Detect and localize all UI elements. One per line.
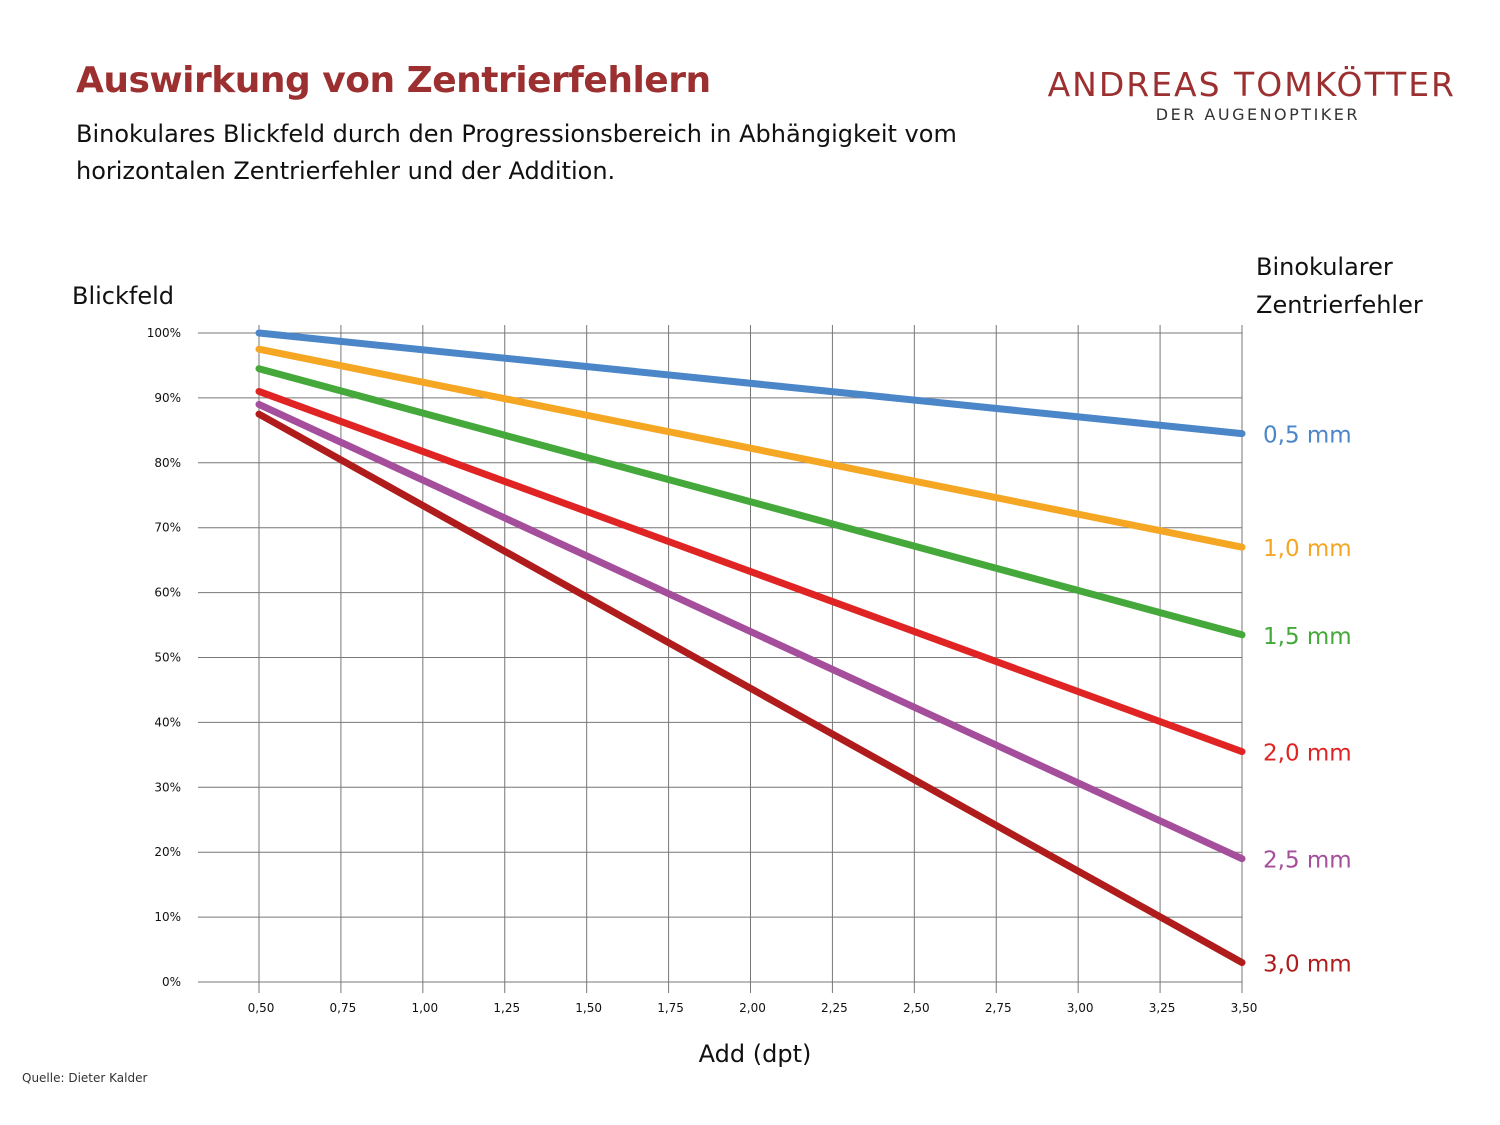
x-tick-label: 2,25: [821, 1001, 848, 1015]
series-lines: [255, 329, 1246, 967]
x-tick-label: 3,00: [1067, 1001, 1094, 1015]
x-tick-label: 3,25: [1149, 1001, 1176, 1015]
x-tick-label: 2,50: [903, 1001, 930, 1015]
series-line: [255, 365, 1246, 639]
legend-label: 2,5 mm: [1263, 848, 1352, 874]
legend-title-line-1: Binokularer: [1256, 248, 1423, 286]
series-line: [255, 410, 1246, 967]
series-line: [255, 329, 1246, 438]
x-tick-label: 1,25: [493, 1001, 520, 1015]
y-tick-labels: 0% 10% 20% 30% 40% 50% 60% 70% 80% 90% 100%: [147, 326, 181, 989]
x-tick-label: 1,75: [657, 1001, 684, 1015]
x-tick-label: 0,50: [248, 1001, 275, 1015]
y-tick-label: 100%: [147, 326, 181, 340]
y-tick-label: 0%: [162, 975, 181, 989]
x-axis-title: Add (dpt): [699, 1040, 812, 1068]
chart-title: Auswirkung von Zentrierfehlern: [76, 60, 711, 101]
chart-subtitle: Binokulares Blickfeld durch den Progress…: [76, 120, 957, 185]
y-tick-label: 30%: [154, 780, 181, 794]
y-tick-label: 90%: [154, 391, 181, 405]
y-tick-label: 60%: [154, 586, 181, 600]
y-tick-label: 70%: [154, 521, 181, 535]
legend: 0,5 mm 1,0 mm 1,5 mm 2,0 mm 2,5 mm 3,0 mm: [1263, 423, 1352, 978]
x-tick-label: 3,50: [1231, 1001, 1258, 1015]
brand-tagline: DER AUGENOPTIKER: [1155, 105, 1360, 124]
series-line: [255, 400, 1246, 863]
series-line: [255, 387, 1246, 756]
y-tick-label: 10%: [154, 910, 181, 924]
y-axis-title: Blickfeld: [72, 282, 175, 310]
source-note: Quelle: Dieter Kalder: [22, 1071, 148, 1085]
legend-label: 1,5 mm: [1263, 624, 1352, 650]
y-tick-label: 20%: [154, 845, 181, 859]
x-tick-label: 1,50: [575, 1001, 602, 1015]
legend-label: 3,0 mm: [1263, 952, 1352, 978]
y-tick-label: 40%: [154, 715, 181, 729]
x-tick-label: 2,75: [985, 1001, 1012, 1015]
series-line: [255, 345, 1246, 551]
brand-logo: ANDREAS TOMKÖTTER DER AUGENOPTIKER: [1048, 66, 1456, 126]
legend-label: 2,0 mm: [1263, 741, 1352, 767]
chart-grid: [198, 325, 1243, 993]
legend-label: 1,0 mm: [1263, 536, 1352, 562]
legend-label: 0,5 mm: [1263, 423, 1352, 449]
brand-name: ANDREAS TOMKÖTTER: [1047, 65, 1456, 104]
legend-title-line-2: Zentrierfehler: [1256, 291, 1423, 319]
x-tick-label: 1,00: [411, 1001, 438, 1015]
x-tick-label: 0,75: [330, 1001, 357, 1015]
legend-title: Binokularer Zentrierfehler: [1256, 248, 1423, 324]
x-tick-labels: 0,50 0,75 1,00 1,25 1,50 1,75 2,00 2,25 2,50 2,75…: [248, 1001, 1258, 1015]
y-tick-label: 50%: [154, 651, 181, 665]
legend-title-text: Binokularer: [1256, 253, 1393, 281]
x-tick-label: 2,00: [739, 1001, 766, 1015]
y-tick-label: 80%: [154, 456, 181, 470]
